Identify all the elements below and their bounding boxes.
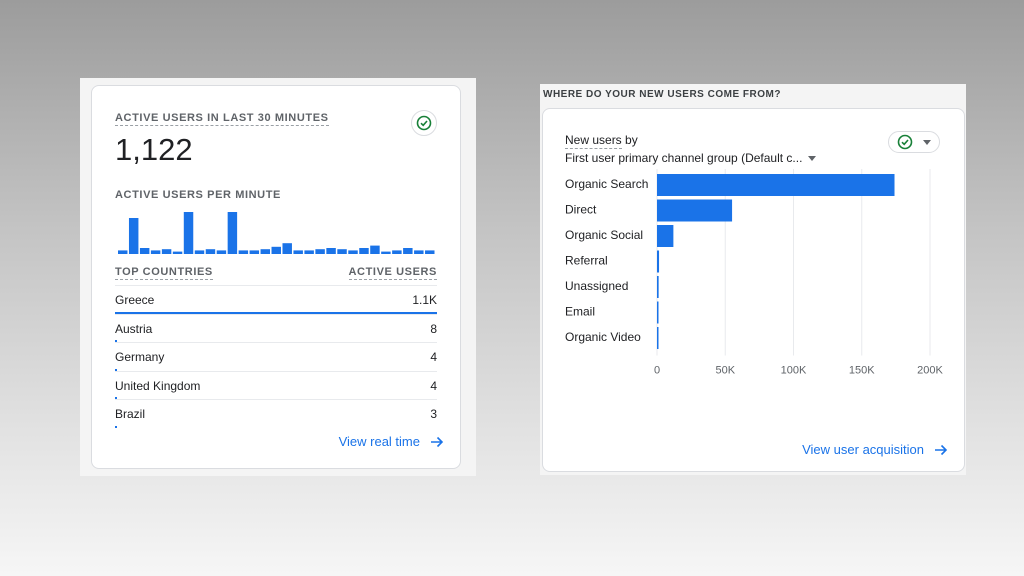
dimension-selector: First user primary channel group (Defaul… xyxy=(565,151,803,165)
new-users-bar-chart: 0 50K 100K 150K 200K Organic Search Direct Orga… xyxy=(565,169,944,377)
per-minute-sparkline xyxy=(118,212,435,254)
minute-bar xyxy=(425,250,435,254)
country-value: 4 xyxy=(430,350,437,365)
view-real-time-label: View real time xyxy=(338,434,420,449)
minute-bar xyxy=(293,250,303,254)
table-row: Germany 4 xyxy=(115,342,437,371)
bar[interactable] xyxy=(657,250,660,273)
country-value: 4 xyxy=(430,378,437,393)
bar[interactable] xyxy=(657,327,659,349)
minute-bar xyxy=(282,243,292,254)
minute-bar xyxy=(238,250,249,254)
metric-selector[interactable]: New users xyxy=(565,133,622,149)
chevron-down-icon xyxy=(923,139,931,145)
minute-bar xyxy=(337,249,347,254)
minute-bar xyxy=(172,251,183,254)
active-users-count: 1,122 xyxy=(115,132,193,167)
minute-bar xyxy=(128,218,139,254)
country-name: Brazil xyxy=(115,407,146,422)
chart-title-by: by xyxy=(625,133,638,147)
realtime-title[interactable]: ACTIVE USERS IN LAST 30 MINUTES xyxy=(115,112,329,126)
realtime-panel: ACTIVE USERS IN LAST 30 MINUTES 1,122 AC… xyxy=(80,78,476,476)
minute-bar xyxy=(205,249,216,254)
country-name: United Kingdom xyxy=(115,378,201,393)
category-label: Direct xyxy=(565,203,597,217)
category-label: Referral xyxy=(565,254,608,268)
minute-bar xyxy=(260,249,271,254)
x-tick-label: 200K xyxy=(917,365,943,377)
x-tick-label: 150K xyxy=(849,365,875,377)
minute-bar xyxy=(414,250,424,254)
bar[interactable] xyxy=(657,276,659,298)
minute-bar xyxy=(183,212,194,254)
view-user-acquisition-label: View user acquisition xyxy=(802,442,924,457)
country-share-bar xyxy=(115,425,117,428)
country-share-bar xyxy=(115,368,117,371)
minute-bar xyxy=(216,250,227,254)
active-users-header[interactable]: ACTIVE USERS xyxy=(348,266,437,280)
minute-bar xyxy=(326,248,336,254)
view-user-acquisition-link[interactable]: View user acquisition xyxy=(802,442,948,457)
bar[interactable] xyxy=(657,301,659,324)
minute-bar xyxy=(304,250,314,254)
acquisition-heading: WHERE DO YOUR NEW USERS COME FROM? xyxy=(543,89,781,100)
check-icon xyxy=(416,115,432,131)
country-name: Germany xyxy=(115,350,165,365)
table-row: Greece 1.1K xyxy=(115,285,437,314)
minute-bar xyxy=(370,245,380,254)
country-name: Austria xyxy=(115,321,153,336)
country-name: Greece xyxy=(115,293,155,307)
countries-table: Greece 1.1K Austria 8 Germany 4 United K… xyxy=(115,285,437,428)
x-tick-label: 100K xyxy=(781,365,807,377)
country-value: 8 xyxy=(430,321,437,336)
minute-bar xyxy=(271,246,281,254)
minute-bar xyxy=(392,250,402,254)
dimension-dropdown[interactable]: First user primary channel group (Defaul… xyxy=(565,151,817,165)
table-row: Austria 8 xyxy=(115,313,437,343)
minute-bar xyxy=(315,249,325,254)
country-value: 3 xyxy=(430,407,437,422)
arrow-right-icon xyxy=(431,436,444,447)
x-tick-label: 0 xyxy=(654,365,660,377)
country-share-bar xyxy=(115,397,117,400)
per-minute-label: ACTIVE USERS PER MINUTE xyxy=(115,189,281,201)
bar[interactable] xyxy=(657,225,674,247)
minute-bar xyxy=(118,250,128,254)
minute-bar xyxy=(381,251,391,254)
country-share-bar xyxy=(115,340,118,343)
category-label: Organic Social xyxy=(565,228,643,242)
bar[interactable] xyxy=(657,174,895,196)
minute-bar xyxy=(249,250,260,254)
category-label: Organic Search xyxy=(565,177,648,191)
acquisition-panel: WHERE DO YOUR NEW USERS COME FROM? New u… xyxy=(540,84,966,475)
minute-bar xyxy=(150,250,161,254)
category-label: Email xyxy=(565,305,595,319)
minute-bar xyxy=(139,248,150,254)
table-row: Brazil 3 xyxy=(115,399,437,428)
minute-bar xyxy=(194,250,205,254)
chart-title: New users by xyxy=(565,133,638,149)
country-share-bar xyxy=(115,311,437,314)
realtime-card: ACTIVE USERS IN LAST 30 MINUTES 1,122 AC… xyxy=(91,85,461,469)
check-circle-icon[interactable] xyxy=(411,110,437,136)
minute-bar xyxy=(227,212,238,254)
minute-bar xyxy=(348,250,358,254)
realtime-title-text: ACTIVE USERS IN LAST 30 MINUTES xyxy=(115,112,329,126)
check-circle-icon xyxy=(897,134,913,150)
bar[interactable] xyxy=(657,199,733,222)
acquisition-card: New users by First user primary channel … xyxy=(542,108,965,472)
arrow-right-icon xyxy=(935,444,948,455)
view-real-time-link[interactable]: View real time xyxy=(339,434,444,449)
x-tick-label: 50K xyxy=(715,365,735,377)
minute-bar xyxy=(161,249,172,254)
category-label: Organic Video xyxy=(565,330,641,344)
category-label: Unassigned xyxy=(565,279,628,293)
chevron-down-icon xyxy=(808,155,817,161)
country-value: 1.1K xyxy=(412,293,437,307)
compare-toggle[interactable] xyxy=(888,131,940,153)
minute-bar xyxy=(359,248,369,254)
minute-bar xyxy=(403,248,413,254)
table-row: United Kingdom 4 xyxy=(115,370,437,400)
top-countries-header[interactable]: TOP COUNTRIES xyxy=(115,266,213,280)
